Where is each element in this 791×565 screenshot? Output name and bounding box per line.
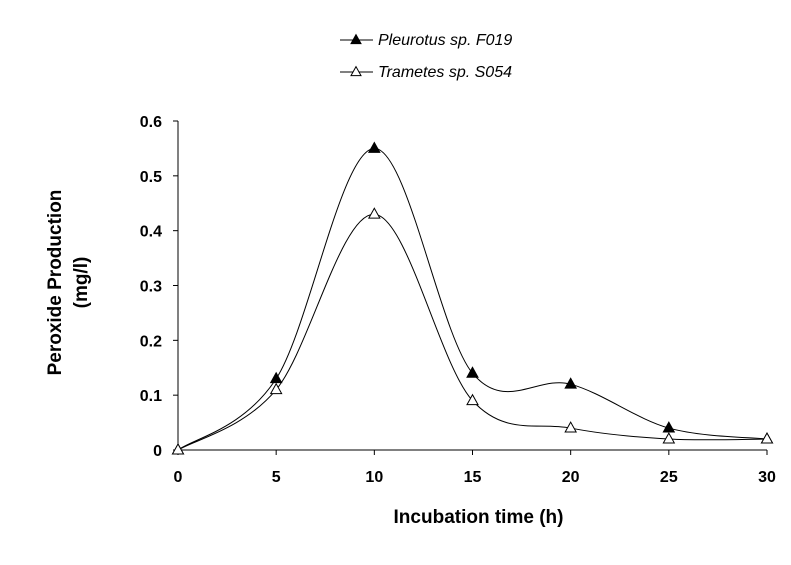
- y-tick-label: 0.2: [140, 333, 162, 350]
- data-point-open-triangle: [564, 421, 578, 433]
- x-tick-label: 5: [272, 469, 281, 486]
- data-point-filled-triangle: [564, 377, 578, 389]
- legend-label: Pleurotus sp. F019: [378, 32, 512, 49]
- legend-item: Trametes sp. S054: [340, 64, 512, 81]
- series-line: [177, 213, 768, 451]
- legend: Pleurotus sp. F019 Trametes sp. S054: [340, 32, 512, 81]
- data-point-filled-triangle: [367, 141, 381, 153]
- series-layer: [171, 141, 774, 455]
- legend-marker-open-triangle: [350, 65, 362, 77]
- data-point-open-triangle: [269, 382, 283, 395]
- data-point-open-triangle: [662, 432, 676, 444]
- y-axis-title-line1: Peroxide Production: [45, 190, 66, 376]
- x-tick-label: 30: [758, 469, 776, 486]
- y-tick-label: 0.6: [140, 114, 162, 131]
- y-tick-label: 0.5: [140, 169, 162, 186]
- data-point-open-triangle: [367, 207, 381, 219]
- y-tick-label: 0.3: [140, 279, 162, 296]
- x-axis-title: Incubation time (h): [394, 507, 564, 528]
- legend-item: Pleurotus sp. F019: [340, 32, 512, 49]
- x-tick-label: 25: [660, 469, 678, 486]
- x-tick-label: 20: [562, 469, 580, 486]
- data-point-open-triangle: [760, 432, 774, 444]
- series-trametes: [171, 207, 774, 455]
- data-point-filled-triangle: [269, 371, 283, 384]
- data-point-filled-triangle: [662, 421, 676, 433]
- legend-label: Trametes sp. S054: [378, 64, 512, 81]
- x-tick-label: 15: [464, 469, 482, 486]
- axes: 0 0.1 0.2 0.3 0.4 0.5 0.6 0 5 10 15 20 25 30: [140, 114, 776, 486]
- x-tick-label: 0: [174, 469, 183, 486]
- data-point-open-triangle: [466, 393, 479, 406]
- y-tick-label: 0: [153, 443, 162, 460]
- series-pleurotus: [171, 141, 774, 455]
- legend-marker-filled-triangle: [350, 33, 362, 45]
- x-tick-label: 10: [365, 469, 383, 486]
- data-point-open-triangle: [171, 443, 185, 455]
- y-axis-title-line2: (mg/l): [71, 257, 92, 309]
- y-tick-label: 0.1: [140, 388, 162, 405]
- y-tick-label: 0.4: [140, 224, 162, 241]
- data-point-filled-triangle: [466, 366, 479, 378]
